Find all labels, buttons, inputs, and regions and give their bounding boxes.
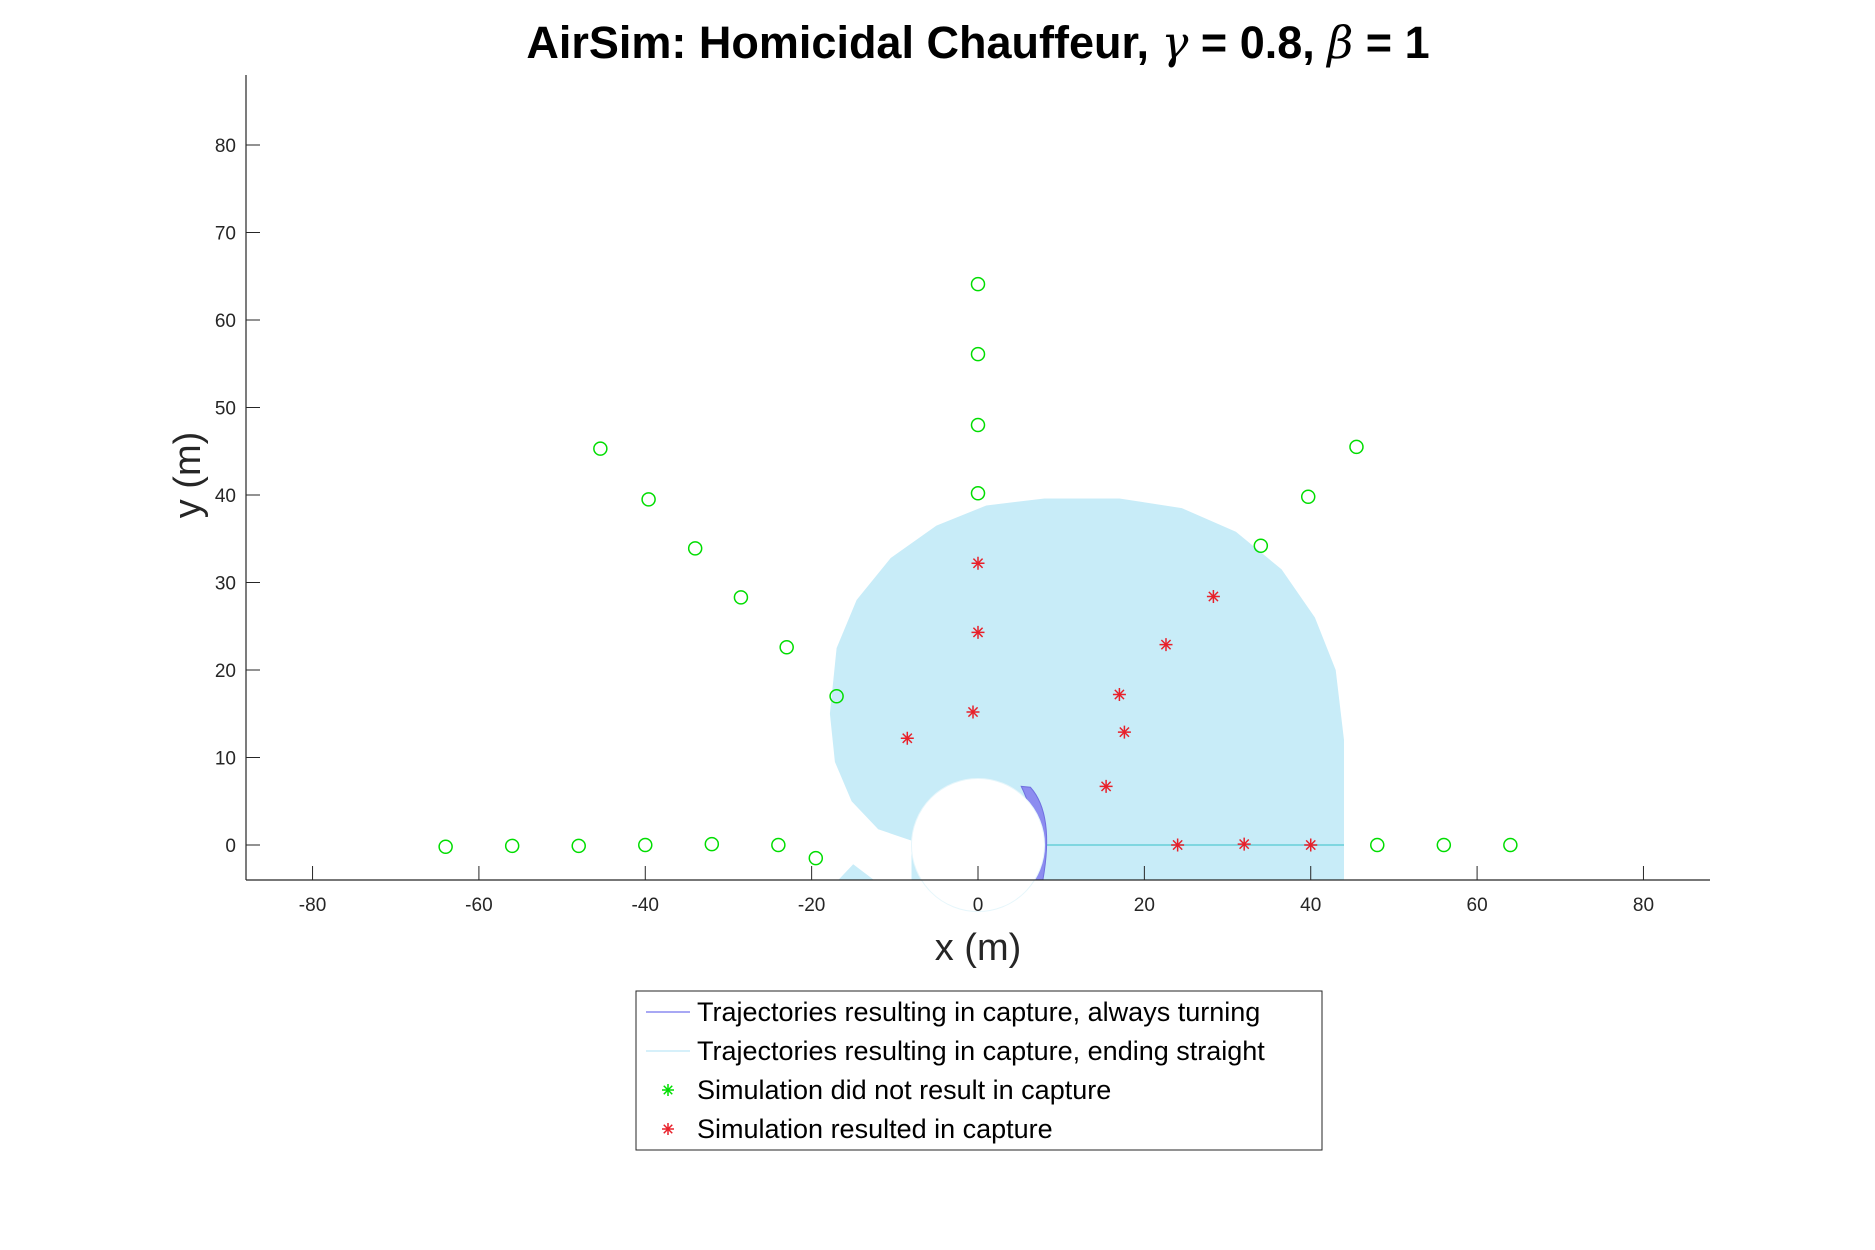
no-capture-point: [1253, 538, 1269, 553]
capture-point: [1206, 590, 1220, 603]
y-axis-label: y (m): [167, 432, 209, 519]
y-tick-label: 20: [215, 661, 236, 682]
x-tick-label: -80: [299, 895, 326, 916]
no-capture-point: [970, 417, 986, 433]
title-prefix: AirSim: Homicidal Chauffeur,: [526, 17, 1161, 68]
no-capture-point: [1503, 837, 1518, 853]
title-beta: β: [1325, 16, 1353, 69]
no-capture-point: [970, 346, 986, 362]
capture-point: [971, 625, 985, 639]
y-tick-label: 80: [215, 136, 236, 157]
asterisk-stroke: [663, 1085, 673, 1095]
capture-point: [971, 556, 985, 570]
no-capture-point: [504, 838, 520, 854]
no-capture-point: [771, 837, 786, 853]
legend-box: [635, 990, 1323, 1151]
asterisk-stroke: [1172, 839, 1183, 851]
no-capture-point: [1370, 837, 1385, 853]
legend-label: Trajectories resulting in capture, alway…: [697, 997, 1260, 1027]
no-capture-point: [641, 492, 656, 507]
no-capture-point: [808, 850, 824, 866]
no-capture-point: [1436, 837, 1452, 853]
title-gamma-value: = 0.8,: [1188, 17, 1327, 68]
x-tick-label: -20: [798, 895, 825, 916]
region-ending-straight: [829, 498, 1344, 880]
asterisk-stroke: [967, 706, 979, 718]
asterisk-stroke: [663, 1124, 673, 1134]
y-tick-label: 40: [215, 486, 236, 507]
no-capture-point: [593, 441, 608, 456]
x-tick-label: 20: [1134, 895, 1155, 916]
x-tick-label: 40: [1300, 895, 1321, 916]
asterisk-stroke: [1208, 591, 1219, 602]
legend-label: Simulation did not result in capture: [697, 1075, 1111, 1105]
asterisk-stroke: [972, 627, 984, 638]
asterisk-stroke: [1119, 726, 1130, 738]
y-tick-label: 70: [215, 224, 236, 245]
no-capture-point: [571, 838, 586, 854]
asterisk-stroke: [972, 558, 984, 569]
capture-point: [1099, 779, 1113, 793]
no-capture-point: [733, 590, 749, 605]
title-gamma: γ: [1162, 16, 1189, 69]
capture-point: [1159, 638, 1173, 652]
asterisk-stroke: [1305, 839, 1316, 851]
no-capture-point: [829, 689, 844, 704]
x-tick-label: 80: [1633, 895, 1654, 916]
capture-point: [1237, 837, 1251, 851]
chart-title: AirSim: Homicidal Chauffeur, γ = 0.8, β …: [526, 16, 1429, 69]
legend-asterisk-swatch: [662, 1123, 674, 1135]
x-tick-label: 0: [973, 895, 984, 916]
capture-point: [1117, 725, 1131, 739]
no-capture-point: [1349, 439, 1364, 455]
asterisk-stroke: [1160, 639, 1172, 650]
axes: -80 -60 -40 -20 0 20 40 60 80 0 10 20 30 40 50 60 70 80: [215, 75, 1710, 916]
capture-circle: [910, 777, 1046, 913]
capture-point: [1304, 838, 1318, 852]
asterisk-stroke: [902, 733, 913, 744]
y-tick-label: 30: [215, 574, 236, 595]
title-beta-value: = 1: [1353, 17, 1429, 68]
x-tick-label: -60: [465, 895, 492, 916]
asterisk-stroke: [1114, 689, 1125, 700]
legend-label: Simulation resulted in capture: [697, 1114, 1053, 1144]
no-capture-point: [638, 837, 653, 853]
asterisk-stroke: [1100, 781, 1112, 792]
x-axis-label: x (m): [935, 927, 1022, 969]
legend-asterisk-swatch: [662, 1084, 674, 1096]
capture-regions: [829, 498, 1344, 913]
no-capture-point: [438, 839, 453, 854]
no-capture-point: [687, 541, 703, 556]
markers: [438, 276, 1518, 866]
no-capture-point: [1300, 489, 1316, 504]
x-tick-label: -40: [632, 895, 659, 916]
capture-point: [1171, 838, 1185, 852]
y-tick-label: 60: [215, 311, 236, 332]
no-capture-point: [779, 640, 794, 655]
no-capture-point: [704, 836, 720, 852]
legend-label: Trajectories resulting in capture, endin…: [697, 1036, 1265, 1066]
capture-point: [1112, 688, 1126, 701]
legend: Trajectories resulting in capture, alway…: [635, 990, 1323, 1151]
capture-point: [900, 731, 914, 745]
y-tick-label: 50: [215, 399, 236, 420]
y-tick-label: 0: [225, 836, 236, 857]
asterisk-stroke: [1239, 838, 1250, 850]
y-tick-label: 10: [215, 749, 236, 770]
no-capture-point: [970, 486, 986, 501]
no-capture-point: [970, 276, 986, 292]
x-tick-label: 60: [1467, 895, 1488, 916]
capture-point: [966, 705, 980, 719]
